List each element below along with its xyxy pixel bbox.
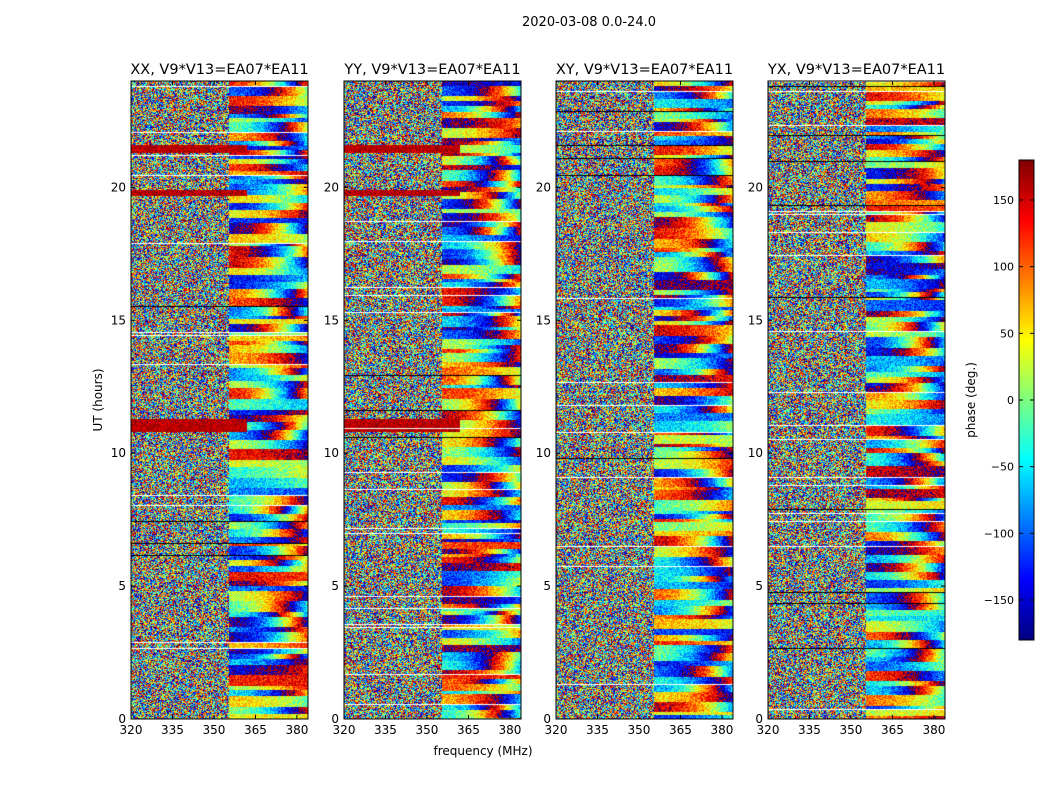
colorbar-tick-label: −100 <box>984 527 1014 540</box>
x-tick-label: 335 <box>586 723 609 737</box>
x-tick-label: 365 <box>669 723 692 737</box>
panels: XX, V9*V13=EA07*EA11 320 335 350 365 380 0 5 10 1… <box>111 62 946 737</box>
x-tick-label: 350 <box>840 723 863 737</box>
y-tick-label: 20 <box>748 180 763 194</box>
axes-frame <box>130 80 309 720</box>
x-tick-label: 365 <box>881 723 904 737</box>
heatmap-yx <box>768 81 945 719</box>
colorbar-tick-label: 150 <box>993 194 1014 207</box>
colorbar: 150 100 50 0 −50 −100 −150 <box>984 159 1035 641</box>
panel-yy: YY, V9*V13=EA07*EA11 320 335 350 365 380 0 5 10 1… <box>324 62 522 737</box>
y-tick-label: 10 <box>324 446 339 460</box>
x-tick-label: 365 <box>244 723 267 737</box>
x-tick-label: 335 <box>161 723 184 737</box>
y-tick-label: 20 <box>536 180 551 194</box>
axes-frame <box>767 80 946 720</box>
y-tick-label: 5 <box>118 579 126 593</box>
y-axis-label: UT (hours) <box>91 368 105 431</box>
y-tick-label: 10 <box>536 446 551 460</box>
x-tick-label: 320 <box>333 723 356 737</box>
x-axis-label: frequency (MHz) <box>433 744 532 758</box>
y-tick-label: 10 <box>748 446 763 460</box>
y-tick-label: 0 <box>543 712 551 726</box>
panel-xy: XY, V9*V13=EA07*EA11 320 335 350 365 380 0 5 10 1… <box>536 62 734 737</box>
y-tick-label: 0 <box>331 712 339 726</box>
x-tick-label: 380 <box>710 723 733 737</box>
x-tick-label: 320 <box>120 723 143 737</box>
y-tick-label: 15 <box>748 313 763 327</box>
colorbar-tick-label: −50 <box>991 461 1014 474</box>
colorbar-tick-label: −150 <box>984 594 1014 607</box>
y-tick-label: 15 <box>324 313 339 327</box>
x-tick-label: 335 <box>374 723 397 737</box>
panel-title: XX, V9*V13=EA07*EA11 <box>130 62 308 78</box>
figure-suptitle: 2020-03-08 0.0-24.0 <box>522 15 656 30</box>
y-tick-label: 20 <box>111 180 126 194</box>
y-tick-label: 5 <box>331 579 339 593</box>
y-tick-label: 5 <box>543 579 551 593</box>
axes-frame <box>555 80 734 720</box>
y-tick-label: 15 <box>536 313 551 327</box>
x-tick-label: 320 <box>757 723 780 737</box>
x-tick-label: 335 <box>798 723 821 737</box>
panel-title: XY, V9*V13=EA07*EA11 <box>556 62 733 78</box>
axes-frame <box>343 80 522 720</box>
panel-title: YX, V9*V13=EA07*EA11 <box>767 62 945 78</box>
y-tick-label: 20 <box>324 180 339 194</box>
colorbar-tick-label: 50 <box>1000 327 1014 340</box>
panel-title: YY, V9*V13=EA07*EA11 <box>343 62 520 78</box>
y-tick-label: 0 <box>755 712 763 726</box>
heatmap-xx <box>131 81 308 719</box>
x-tick-label: 350 <box>628 723 651 737</box>
heatmap-yy <box>344 81 521 719</box>
x-tick-label: 380 <box>285 723 308 737</box>
x-tick-label: 350 <box>416 723 439 737</box>
panel-xx: XX, V9*V13=EA07*EA11 320 335 350 365 380 0 5 10 1… <box>111 62 309 737</box>
x-tick-label: 380 <box>498 723 521 737</box>
colorbar-tick-label: 100 <box>993 261 1014 274</box>
x-tick-label: 380 <box>922 723 945 737</box>
y-tick-label: 15 <box>111 313 126 327</box>
x-tick-label: 350 <box>203 723 226 737</box>
x-tick-label: 320 <box>545 723 568 737</box>
colorbar-gradient <box>1019 160 1034 640</box>
heatmap-xy <box>556 81 733 719</box>
x-tick-label: 365 <box>457 723 480 737</box>
y-tick-label: 10 <box>111 446 126 460</box>
y-tick-label: 0 <box>118 712 126 726</box>
colorbar-label: phase (deg.) <box>964 362 978 438</box>
y-tick-label: 5 <box>755 579 763 593</box>
colorbar-tick-label: 0 <box>1007 394 1014 407</box>
panel-yx: YX, V9*V13=EA07*EA11 320 335 350 365 380 0 5 10 1… <box>748 62 946 737</box>
